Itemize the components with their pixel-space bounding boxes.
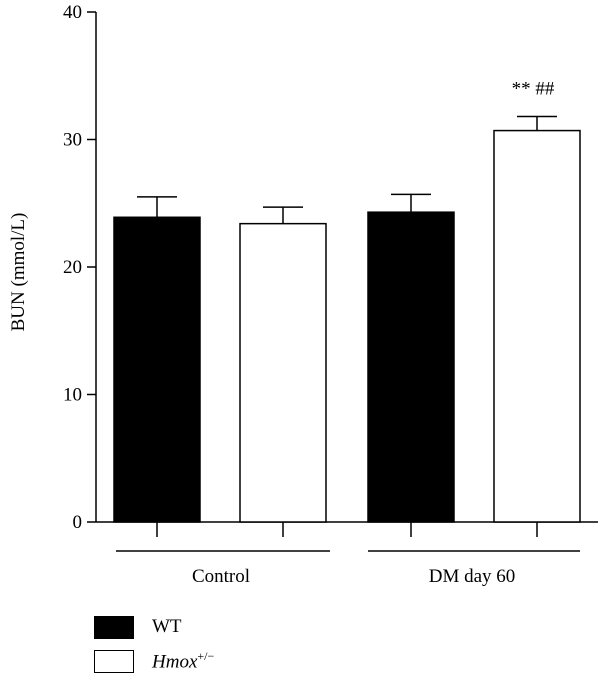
legend-label-hmox-main: Hmox (152, 651, 198, 673)
legend: WT Hmox+/− (94, 612, 214, 680)
bar (113, 216, 201, 523)
legend-item-hmox: Hmox+/− (94, 646, 214, 676)
y-tick-label: 20 (63, 257, 82, 278)
group-label: DM day 60 (429, 566, 516, 587)
legend-swatch-wt (94, 615, 134, 639)
y-tick-label: 0 (73, 512, 83, 533)
bar (367, 211, 455, 523)
y-tick-label: 40 (63, 2, 82, 23)
y-tick-label: 30 (63, 130, 82, 151)
group-label: Control (192, 566, 250, 587)
bar (239, 222, 327, 523)
y-tick-label: 10 (63, 385, 82, 406)
bar (493, 129, 581, 523)
legend-label-wt: WT (152, 616, 182, 637)
significance-annotation: ** ## (512, 79, 555, 100)
legend-label-hmox: Hmox+/− (152, 649, 214, 673)
y-axis-label: BUN (mmol/L) (8, 213, 29, 332)
legend-label-hmox-sup: +/− (197, 648, 215, 663)
bars (113, 115, 581, 523)
legend-swatch-hmox (94, 649, 134, 673)
labels: BUN (mmol/L) ** ## Control DM day 60 (8, 79, 555, 587)
legend-item-wt: WT (94, 612, 214, 642)
